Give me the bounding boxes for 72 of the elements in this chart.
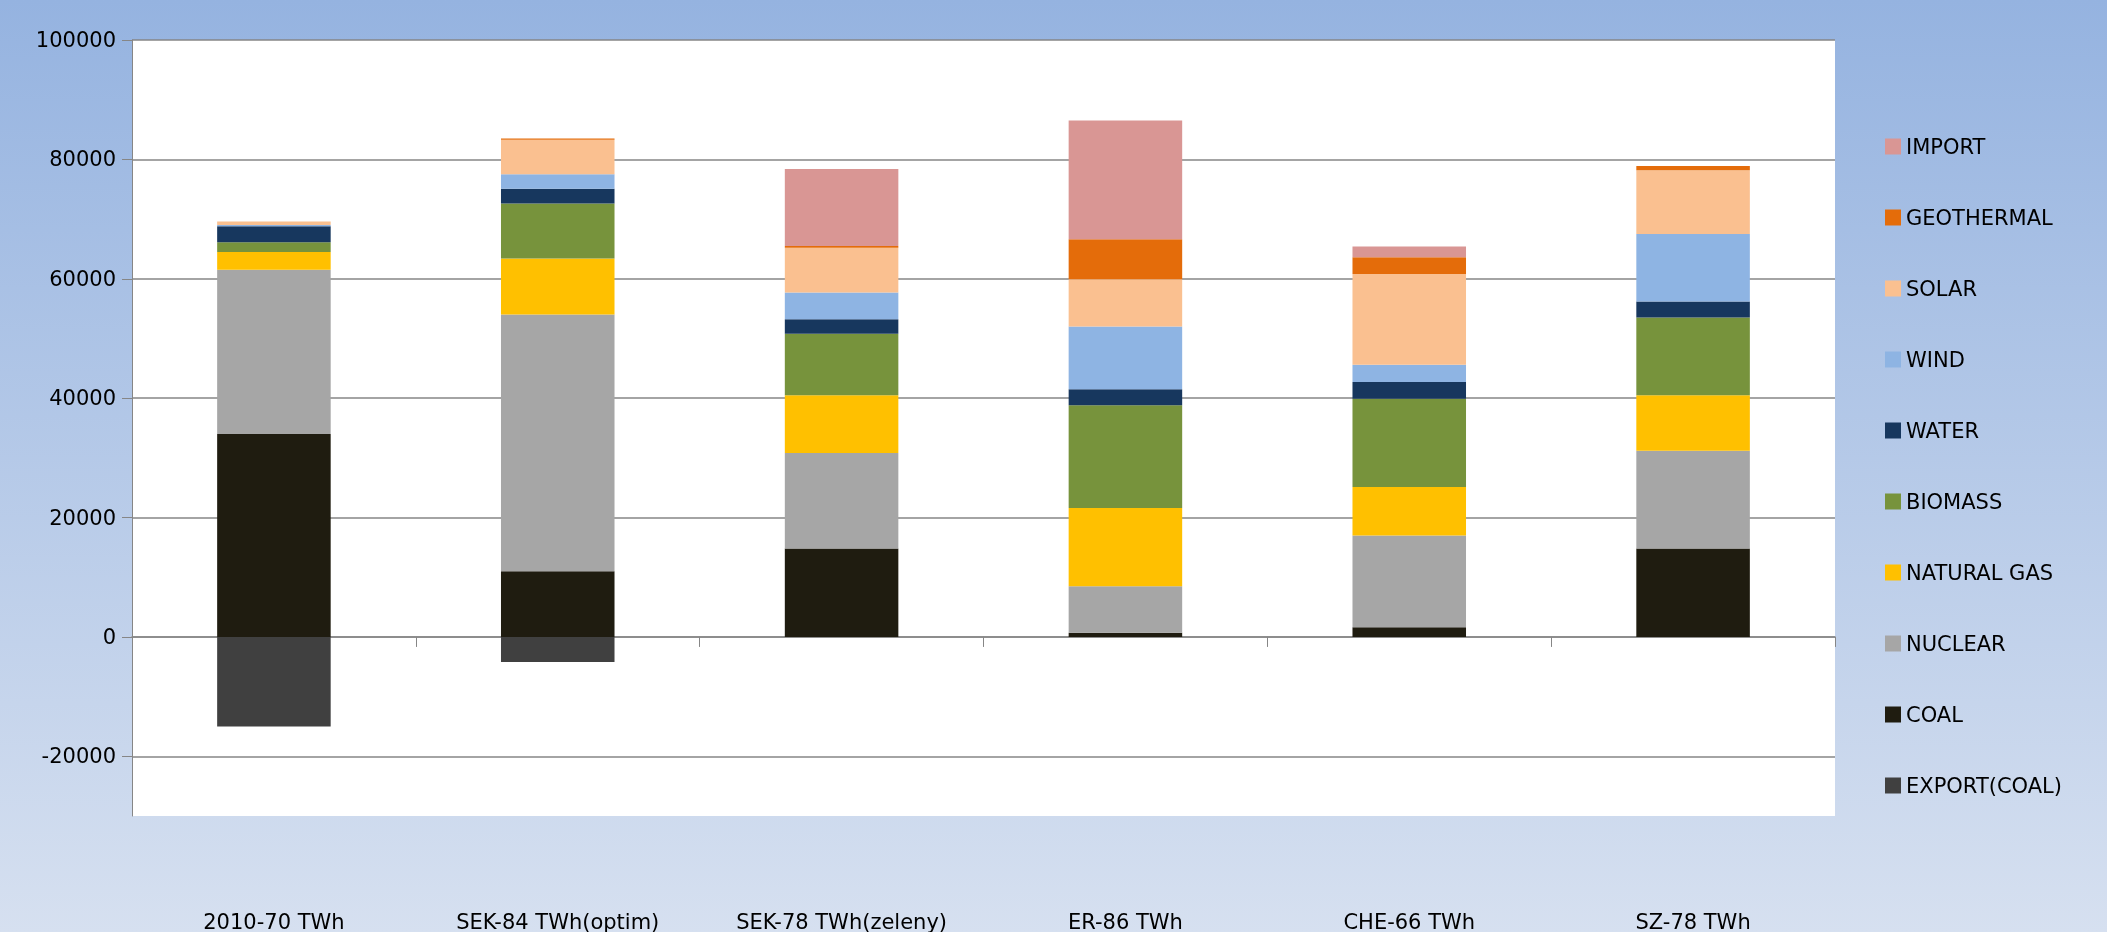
legend-label: NATURAL GAS (1905, 560, 2054, 585)
bar (1352, 273, 1467, 365)
bar (1352, 398, 1467, 488)
bar (500, 258, 615, 315)
y-tick-label: 40000 (49, 386, 116, 411)
bar (500, 139, 615, 175)
bar (500, 203, 615, 259)
legend-label: BIOMASS (1905, 489, 2003, 514)
bar (500, 314, 615, 572)
bar (500, 636, 615, 662)
legend-label: GEOTHERMAL (1905, 205, 2054, 230)
bar (1068, 389, 1183, 406)
bar (1352, 487, 1467, 536)
bar (1068, 120, 1183, 240)
bar (1068, 405, 1183, 508)
bar (217, 251, 331, 270)
bar (1068, 326, 1183, 390)
bar (784, 548, 899, 637)
bar (1068, 632, 1183, 637)
legend-label: WIND (1905, 347, 1965, 372)
legend-label: EXPORT(COAL) (1905, 773, 2062, 798)
bar (217, 226, 331, 243)
bar (784, 319, 899, 334)
y-tick-label: 20000 (49, 505, 116, 530)
legend-label: SOLAR (1905, 276, 1977, 301)
bar (1352, 246, 1467, 258)
legend-label: COAL (1905, 702, 1964, 727)
bar (1068, 586, 1183, 633)
bar (1636, 317, 1750, 396)
bar (1636, 170, 1750, 234)
legend-label: NUCLEAR (1905, 631, 2006, 656)
bar (1352, 627, 1467, 637)
bar (784, 168, 899, 246)
y-tick-label: 80000 (49, 147, 116, 172)
bar (1636, 301, 1750, 318)
y-tick-label: 60000 (49, 266, 116, 291)
bar (784, 247, 899, 293)
bar (784, 333, 899, 396)
bar (217, 636, 331, 727)
bar (1068, 239, 1183, 280)
bar (500, 188, 615, 204)
bar (1068, 507, 1183, 587)
bar (1636, 234, 1750, 302)
bar (1636, 165, 1750, 171)
bar (1636, 548, 1750, 637)
bar (1636, 395, 1750, 451)
bar (217, 433, 331, 637)
legend-label: IMPORT (1905, 134, 1986, 159)
x-tick-label: ER-86 TWh (1067, 909, 1183, 932)
x-tick-label: SEK-78 TWh(zeleny) (736, 909, 948, 932)
bar (217, 221, 331, 226)
y-tick-label: 100000 (35, 28, 116, 52)
x-tick-label: SEK-84 TWh(optim) (456, 909, 660, 932)
y-tick-label: -20000 (41, 744, 116, 769)
bar (1352, 257, 1467, 274)
bar (217, 242, 331, 252)
bar (1636, 450, 1750, 549)
bar (784, 395, 899, 454)
legend-label: WATER (1905, 418, 1980, 443)
y-tick-label: 0 (102, 624, 116, 649)
bar (500, 174, 615, 189)
x-tick-label: SZ-78 TWh (1635, 909, 1751, 932)
bar (784, 292, 899, 320)
bar (500, 571, 615, 637)
bar (784, 453, 899, 549)
bar (1068, 279, 1183, 327)
x-tick-label: 2010-70 TWh (203, 909, 345, 932)
bar (1352, 364, 1467, 383)
bar (217, 269, 331, 434)
bar (1352, 382, 1467, 399)
bar (1352, 535, 1467, 628)
x-tick-label: CHE-66 TWh (1343, 909, 1476, 932)
